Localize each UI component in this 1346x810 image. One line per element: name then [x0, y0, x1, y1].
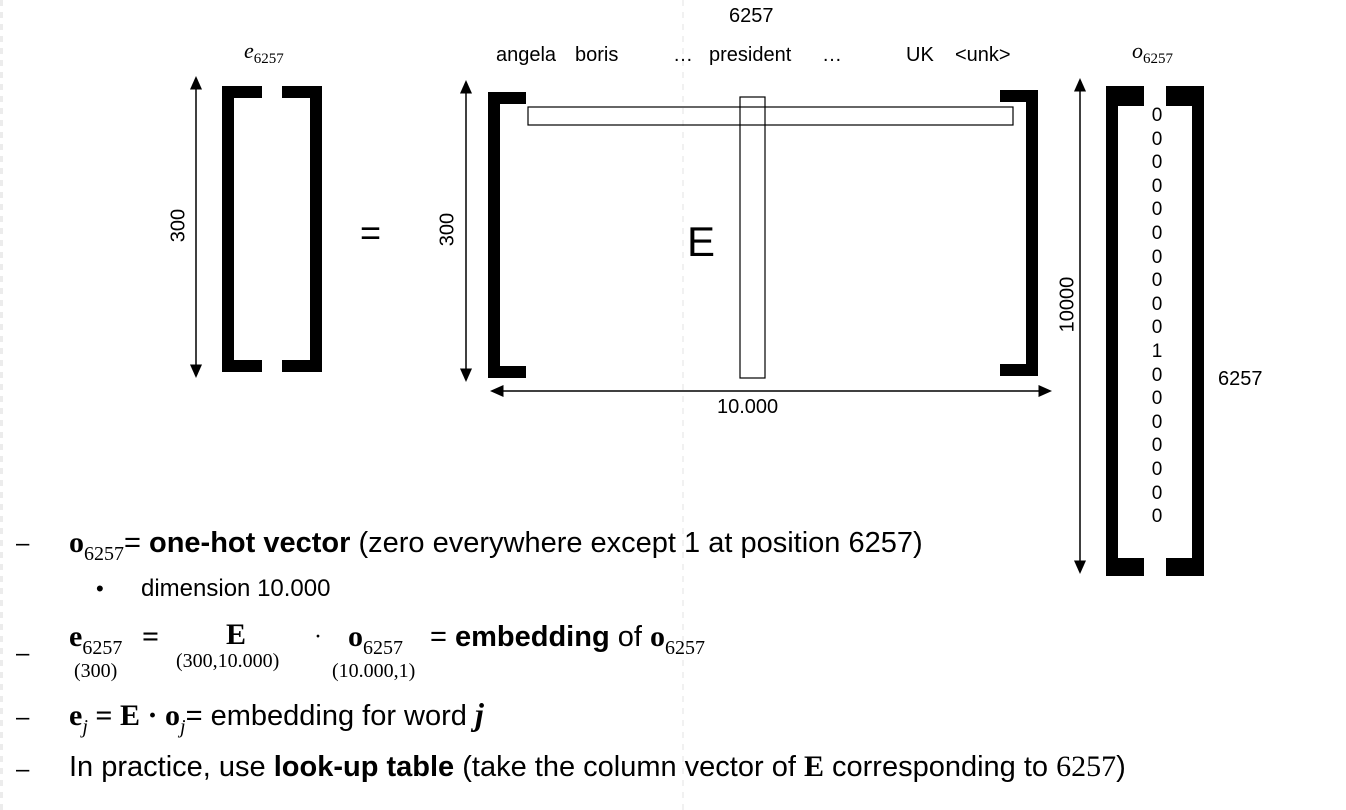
bullet-dash: –	[16, 640, 30, 667]
matrix-width-label: 10.000	[717, 396, 779, 418]
e-label-sub: 6257	[253, 51, 284, 67]
eq-dot: ·	[314, 624, 322, 650]
bullet-bold: look-up table	[273, 751, 455, 783]
eq-o-sym: o6257	[348, 620, 403, 660]
one-hot-value: 1	[1151, 340, 1163, 362]
bullet-dash: –	[16, 704, 30, 731]
math-sub-j: j	[180, 716, 186, 738]
sub-bullet-dot: •	[96, 576, 104, 601]
eq-E-dim: (300,10.000)	[176, 650, 280, 672]
bullet-post: corresponding to	[823, 751, 1057, 783]
one-hot-value: 0	[1151, 482, 1163, 504]
one-hot-value: 0	[1151, 270, 1163, 292]
bullet-close: )	[1116, 751, 1126, 783]
eq-equals-2: =	[430, 621, 455, 653]
bullet-dash: –	[16, 530, 30, 557]
one-hot-value: 0	[1151, 506, 1163, 528]
o-vector-label: o6257	[1132, 38, 1173, 68]
one-hot-value: 0	[1151, 435, 1163, 457]
eq-equals: =	[87, 699, 120, 732]
bullet-pre: In practice, use	[69, 751, 274, 783]
math-e: e	[69, 620, 83, 653]
matrix-column-highlight	[739, 96, 766, 379]
one-hot-value: 0	[1151, 364, 1163, 386]
one-hot-value: 0	[1151, 246, 1163, 268]
math-o: o	[165, 699, 181, 732]
one-hot-value: 0	[1151, 105, 1163, 126]
eq-e-dim: (300)	[74, 660, 118, 682]
bullet-one-hot: o6257= one-hot vector (zero everywhere e…	[69, 526, 923, 566]
bullet-rest: = embedding for word	[185, 700, 475, 732]
one-hot-value: 0	[1151, 152, 1163, 174]
vocab-word: <unk>	[955, 44, 1011, 66]
eq-equals: =	[142, 620, 160, 653]
eq-of: of	[609, 621, 650, 653]
bullet-lookup: In practice, use look-up table (take the…	[69, 750, 1126, 784]
sub-bullet-text: dimension 10.000	[141, 575, 331, 602]
eq-E-sym: E	[226, 618, 247, 651]
vocab-word: UK	[906, 44, 934, 66]
left-dim-label: 300	[167, 208, 190, 243]
math-o: o	[649, 620, 665, 653]
one-hot-value: 0	[1151, 222, 1163, 244]
eq-embedding-text: = embedding of o6257	[430, 620, 705, 660]
math-E: E	[803, 750, 824, 783]
eq-dot: ·	[140, 699, 166, 732]
one-hot-value: 0	[1151, 199, 1163, 221]
vocab-word: angela	[496, 44, 557, 66]
bullet-dash: –	[16, 756, 30, 783]
bullet-bold: one-hot vector	[149, 527, 351, 559]
matrix-dim-label: 300	[436, 212, 459, 247]
bullet-general: ej = E · oj= embedding for word j	[69, 696, 484, 739]
vector-index-label: 6257	[1218, 368, 1263, 390]
o-label-base: o	[1132, 38, 1143, 63]
math-sub: 6257	[664, 637, 705, 659]
matrix-row-highlight	[527, 106, 1014, 126]
e-label-base: e	[244, 38, 254, 63]
math-o: o	[348, 620, 363, 653]
o-label-sub: 6257	[1143, 51, 1173, 67]
eq-e-sym: e6257	[69, 620, 122, 660]
bullet-bold: embedding	[455, 621, 610, 653]
math-E: E	[120, 699, 141, 732]
e-vector-label: e6257	[244, 38, 284, 68]
left-edge-guide	[0, 0, 3, 810]
equals-sign: =	[360, 212, 382, 253]
one-hot-value: 0	[1151, 293, 1163, 315]
one-hot-value: 0	[1151, 175, 1163, 197]
matrix-brackets	[488, 90, 1038, 378]
one-hot-value: 0	[1151, 317, 1163, 339]
vocab-word: president	[709, 44, 792, 66]
e-vector-brackets	[222, 86, 322, 372]
bullet-rest: (zero everywhere except 1 at position 62…	[350, 527, 923, 559]
one-hot-value: 0	[1151, 458, 1163, 480]
one-hot-values: 0 0 0 0 0 0 0 0 0 0 1 0 0 0 0 0 0 0	[1146, 104, 1168, 529]
math-sub: 6257	[84, 543, 124, 565]
one-hot-value: 0	[1151, 411, 1163, 433]
matrix-label: E	[687, 218, 716, 265]
bullet-mid: (take the column vector of	[454, 751, 804, 783]
one-hot-value: 0	[1151, 128, 1163, 150]
math-num: 6257	[1056, 750, 1117, 783]
o-vector-brackets	[1106, 86, 1204, 576]
one-hot-value: 0	[1151, 388, 1163, 410]
column-index-label: 6257	[729, 5, 774, 27]
math-o-sub: 6257	[363, 637, 403, 659]
vocab-word: boris	[575, 44, 619, 66]
bullet-eq: =	[124, 527, 149, 559]
math-e-sub: 6257	[82, 637, 123, 659]
math-o: o	[69, 526, 84, 559]
math-e: e	[69, 699, 83, 732]
vocab-word: …	[822, 44, 842, 66]
eq-o-dim: (10.000,1)	[332, 660, 416, 682]
vector-height-label: 10000	[1056, 276, 1079, 333]
math-j: j	[474, 696, 484, 732]
vocab-word: …	[673, 44, 693, 66]
center-guide	[682, 0, 684, 810]
math-sub-j: j	[82, 716, 88, 738]
